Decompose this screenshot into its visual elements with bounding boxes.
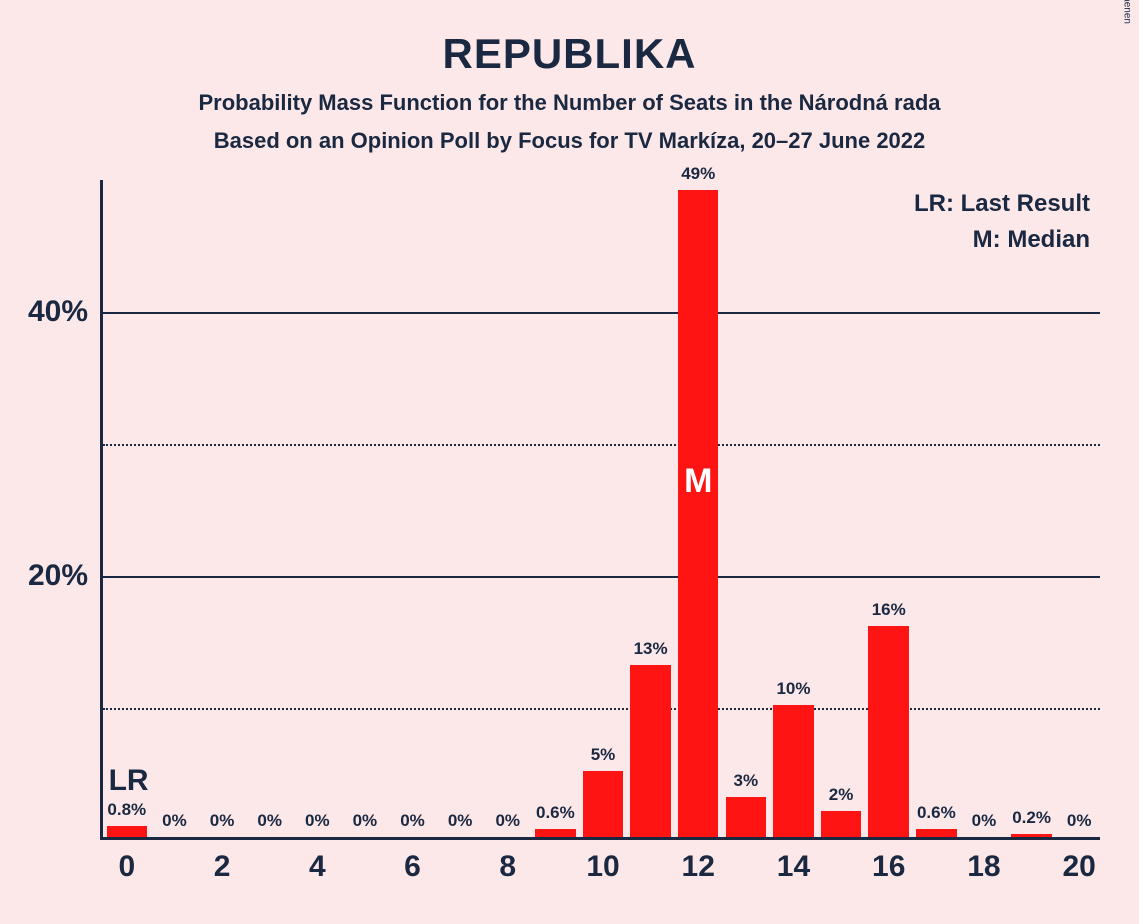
bar-value-label: 0% xyxy=(257,811,282,831)
bar-value-label: 0% xyxy=(1067,811,1092,831)
gridline-minor xyxy=(103,444,1100,446)
chart-title: REPUBLIKA xyxy=(0,30,1139,78)
x-tick-label: 16 xyxy=(872,850,905,884)
y-tick-label: 40% xyxy=(28,295,88,329)
chart-subtitle-1: Probability Mass Function for the Number… xyxy=(0,90,1139,116)
bar-value-label: 0% xyxy=(162,811,187,831)
bar xyxy=(916,829,956,837)
bar-value-label: 0% xyxy=(210,811,235,831)
bar-value-label: 49% xyxy=(681,164,715,184)
bar xyxy=(630,665,670,837)
chart-subtitle-2: Based on an Opinion Poll by Focus for TV… xyxy=(0,128,1139,154)
x-tick-label: 12 xyxy=(682,850,715,884)
x-tick-label: 18 xyxy=(967,850,1000,884)
gridline-minor xyxy=(103,708,1100,710)
x-tick-label: 10 xyxy=(586,850,619,884)
bar xyxy=(821,811,861,837)
bar xyxy=(107,826,147,837)
gridline-major xyxy=(103,312,1100,314)
bar-value-label: 13% xyxy=(634,639,668,659)
bar-value-label: 3% xyxy=(734,771,759,791)
bar-value-label: 0% xyxy=(353,811,378,831)
x-tick-label: 0 xyxy=(118,850,135,884)
x-tick-label: 4 xyxy=(309,850,326,884)
bar-value-label: 16% xyxy=(872,600,906,620)
x-tick-label: 8 xyxy=(499,850,516,884)
x-tick-label: 20 xyxy=(1063,850,1096,884)
chart-area: 20%40%0.8%0%0%0%0%0%0%0%0%0.6%5%13%49%3%… xyxy=(100,180,1100,840)
x-tick-label: 14 xyxy=(777,850,810,884)
x-tick-label: 2 xyxy=(214,850,231,884)
gridline-major xyxy=(103,576,1100,578)
bar-value-label: 5% xyxy=(591,745,616,765)
bar xyxy=(868,626,908,837)
bar-value-label: 0% xyxy=(495,811,520,831)
bar-value-label: 0.6% xyxy=(917,803,956,823)
legend-lr: LR: Last Result xyxy=(914,190,1090,218)
bar-value-label: 0% xyxy=(448,811,473,831)
copyright-text: © 2022 Filip van Laenen xyxy=(1122,0,1133,24)
bar xyxy=(1011,834,1051,837)
legend: LR: Last Result M: Median xyxy=(914,190,1090,262)
legend-m: M: Median xyxy=(914,226,1090,254)
bar xyxy=(583,771,623,837)
bar-value-label: 2% xyxy=(829,785,854,805)
bar-value-label: 10% xyxy=(776,679,810,699)
bar-value-label: 0% xyxy=(305,811,330,831)
plot-area: 20%40%0.8%0%0%0%0%0%0%0%0%0.6%5%13%49%3%… xyxy=(100,180,1100,840)
bar xyxy=(535,829,575,837)
bar xyxy=(678,190,718,837)
bar-value-label: 0% xyxy=(972,811,997,831)
bar-value-label: 0.6% xyxy=(536,803,575,823)
bar-value-label: 0.2% xyxy=(1012,808,1051,828)
y-tick-label: 20% xyxy=(28,559,88,593)
lr-marker: LR xyxy=(109,764,149,798)
median-marker: M xyxy=(684,462,712,501)
bar xyxy=(773,705,813,837)
bar xyxy=(726,797,766,837)
bar-value-label: 0.8% xyxy=(107,800,146,820)
bar-value-label: 0% xyxy=(400,811,425,831)
x-tick-label: 6 xyxy=(404,850,421,884)
